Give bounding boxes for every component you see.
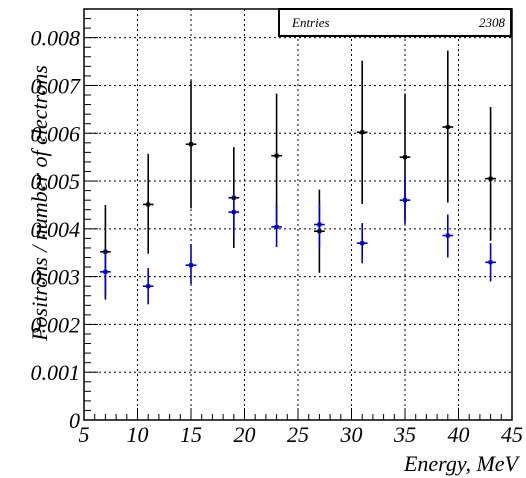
point-marker [274, 224, 279, 229]
point-marker [360, 241, 365, 246]
x-tick-label: 40 [448, 422, 470, 447]
point-marker [231, 210, 236, 215]
point-marker [403, 198, 407, 203]
y-tick-label: 0.006 [31, 121, 81, 146]
grid [84, 9, 512, 420]
data-point [185, 244, 197, 285]
data-point [442, 50, 454, 203]
data-point [485, 106, 496, 241]
x-tick-label: 25 [287, 422, 309, 447]
point-marker [488, 176, 493, 181]
data-series [100, 50, 496, 305]
y-tick-label: 0 [69, 408, 80, 433]
data-point [185, 80, 197, 209]
y-tick-label: 0.001 [31, 360, 81, 385]
y-tick-label: 0.002 [31, 312, 81, 337]
point-marker [146, 284, 151, 289]
point-marker [146, 202, 151, 207]
x-tick-label: 20 [234, 422, 256, 447]
x-tick-label: 45 [501, 422, 523, 447]
data-point [356, 60, 368, 204]
point-marker [317, 222, 322, 227]
x-axis-title: Energy, MeV [403, 451, 521, 476]
stats-box-value: 2308 [479, 15, 506, 30]
data-point [356, 223, 368, 264]
point-marker [445, 125, 450, 130]
y-tick-label: 0.004 [31, 217, 81, 242]
data-point [399, 178, 411, 225]
point-marker [274, 153, 279, 158]
data-point [100, 249, 111, 296]
point-marker [189, 263, 193, 268]
point-marker [445, 233, 450, 238]
point-marker [103, 269, 108, 274]
x-tick-label: 15 [180, 422, 202, 447]
data-point [485, 243, 496, 282]
y-tick-label: 0.005 [31, 169, 81, 194]
y-tick-label: 0.007 [31, 73, 82, 98]
x-tick-label: 5 [79, 422, 90, 447]
data-point [271, 204, 282, 247]
y-tick-label: 0.003 [31, 265, 81, 290]
data-point [142, 153, 154, 254]
y-tick-label: 0.008 [31, 26, 81, 51]
data-point [271, 93, 282, 223]
data-point [314, 202, 325, 247]
stats-box-frame [278, 8, 512, 37]
x-tick-label: 35 [393, 422, 416, 447]
point-marker [189, 142, 193, 147]
data-point [228, 190, 240, 237]
point-marker [488, 260, 493, 265]
x-tick-label: 30 [340, 422, 363, 447]
series-2 [100, 178, 496, 305]
point-marker [360, 130, 365, 135]
stats-box: Entries 2308 [278, 8, 512, 37]
data-point [142, 268, 154, 305]
data-point [442, 214, 454, 258]
point-marker [403, 155, 407, 160]
x-tick-label: 10 [127, 422, 149, 447]
y-axis-title: Positrons / number of electrons [27, 65, 52, 342]
stats-box-label: Entries [291, 15, 330, 30]
axis-ticks: 5 10 15 20 25 30 35 40 45 0 0.001 0.002 0.003 0.004 0.… [31, 8, 523, 447]
